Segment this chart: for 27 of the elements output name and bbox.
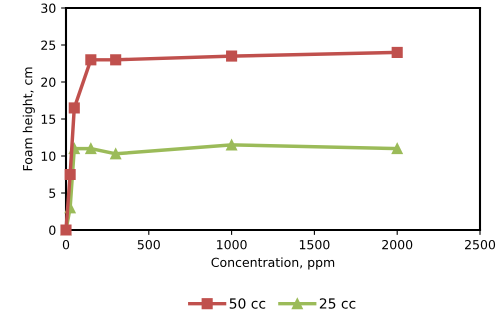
x-axis-title: Concentration, ppm	[211, 257, 334, 270]
legend-label: 25 cc	[320, 298, 356, 309]
x-tick-label: 1500	[300, 240, 330, 250]
y-tick-label: 5	[49, 188, 56, 198]
x-tick-label: 1000	[217, 240, 247, 250]
y-tick-label: 25	[41, 40, 56, 50]
point	[226, 139, 238, 150]
point	[226, 50, 238, 62]
y-tick-label: 15	[42, 114, 56, 124]
x-tick-label: 2000	[382, 240, 412, 250]
y-axis-title: Foam height, cm	[22, 68, 35, 170]
y-tick-label: 30	[41, 3, 56, 13]
point	[64, 168, 76, 180]
point	[85, 143, 96, 154]
x-tick-label: 500	[138, 240, 160, 250]
point	[110, 54, 122, 66]
point	[392, 46, 403, 58]
y-tick-label: 20	[41, 77, 56, 87]
legend-label: 50 cc	[230, 298, 266, 309]
y-tick-label: 10	[42, 151, 56, 161]
point	[85, 54, 96, 66]
point	[68, 102, 80, 114]
point	[392, 143, 403, 154]
y-tick-label: 0	[49, 225, 56, 235]
x-tick-label: 0	[62, 240, 70, 250]
point	[110, 148, 122, 160]
x-tick-label: 2500	[465, 240, 496, 250]
